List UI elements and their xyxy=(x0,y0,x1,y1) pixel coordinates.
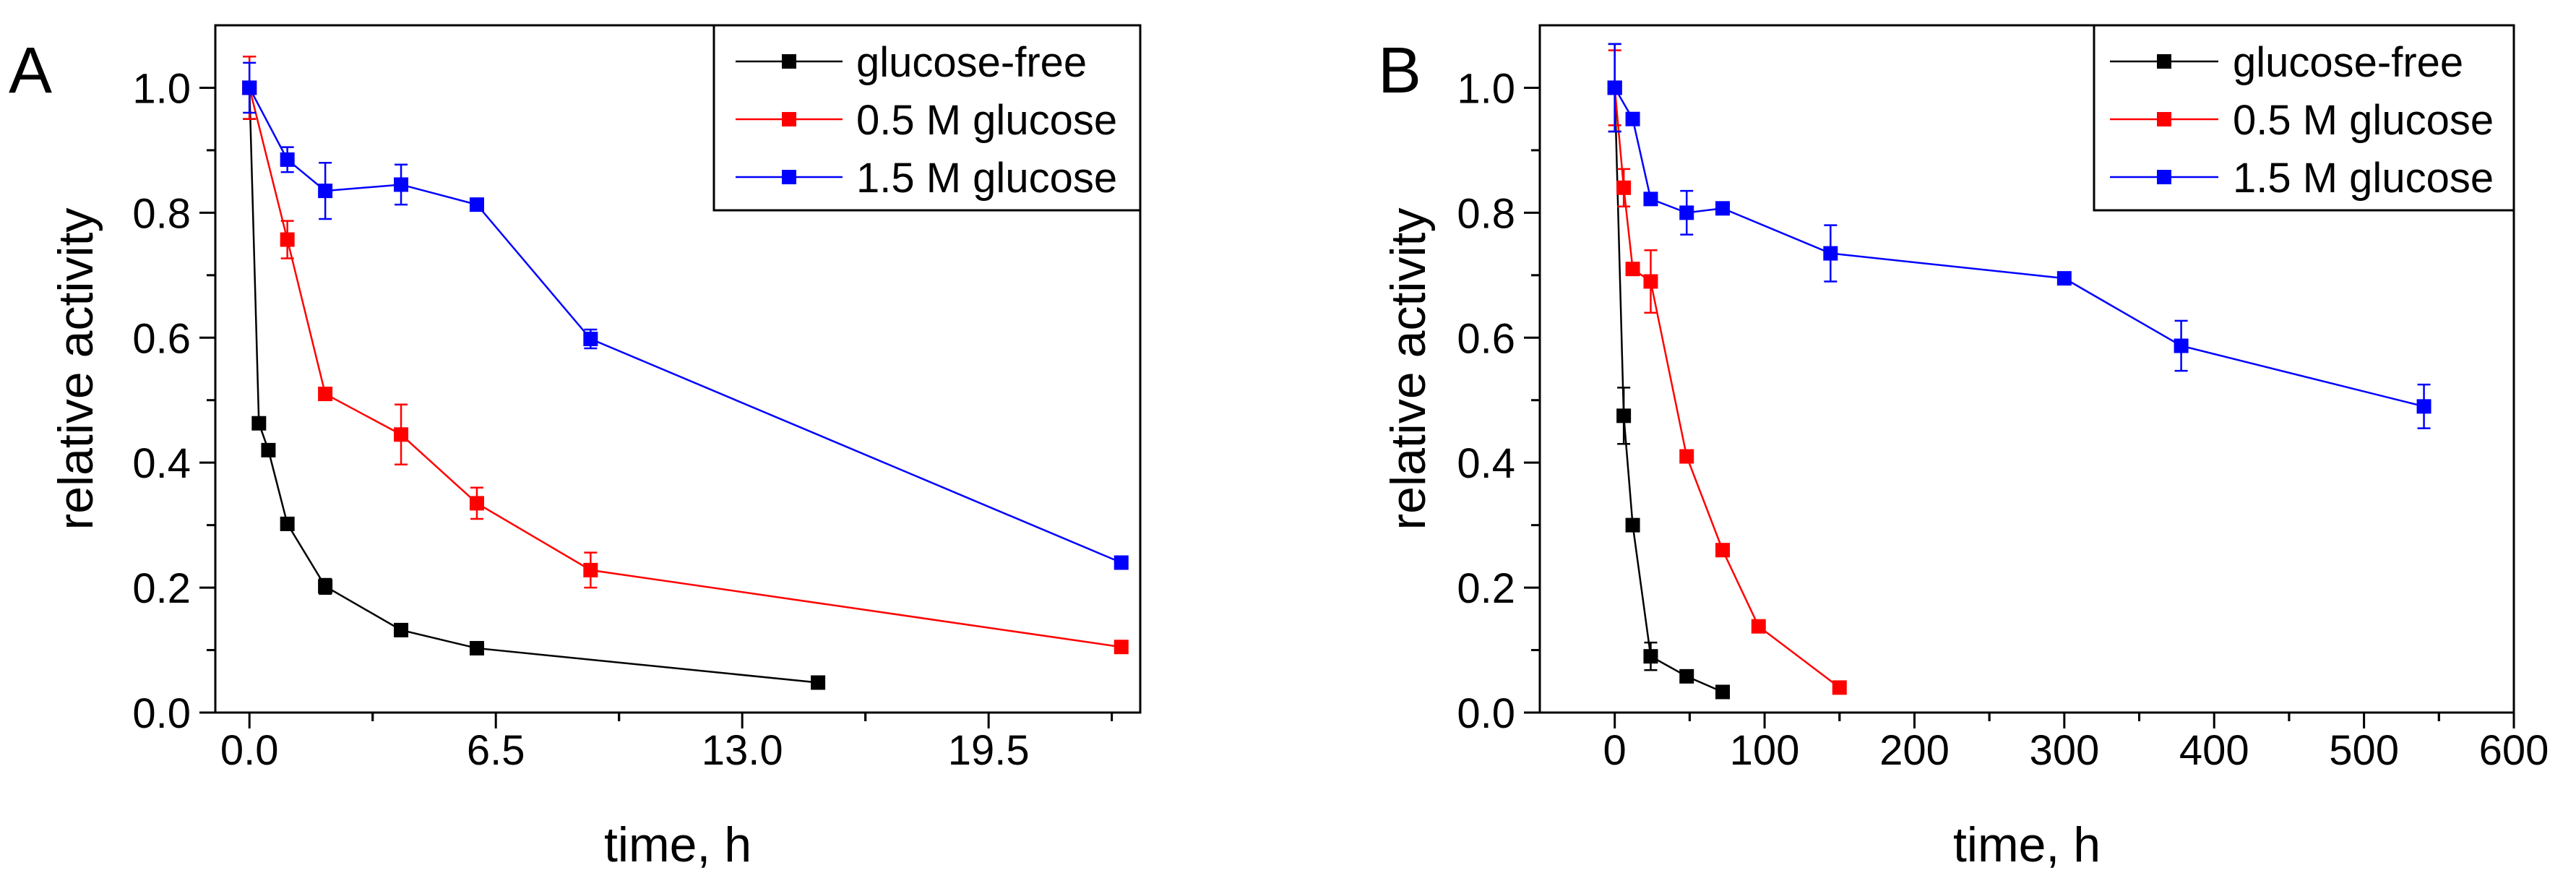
data-point xyxy=(583,332,598,347)
data-point xyxy=(318,579,333,594)
data-point xyxy=(583,562,598,577)
data-point xyxy=(469,496,484,511)
y-axis-title: relative activity xyxy=(48,208,103,530)
legend-marker xyxy=(2157,54,2171,69)
series-0-5-m-glucose xyxy=(242,55,1129,655)
data-point xyxy=(261,442,276,457)
legend-label: 1.5 M glucose xyxy=(856,155,1117,202)
data-point xyxy=(1643,192,1658,207)
series-line xyxy=(1614,87,1840,689)
x-tick-label: 300 xyxy=(2029,727,2099,774)
data-point xyxy=(469,197,484,212)
data-point xyxy=(251,416,267,431)
data-point xyxy=(280,152,295,167)
legend-label: glucose-free xyxy=(2233,39,2463,86)
legend-marker xyxy=(2157,112,2171,126)
legend-label: 0.5 M glucose xyxy=(856,97,1117,144)
x-axis-title: time, h xyxy=(604,817,751,872)
y-tick-label: 0.8 xyxy=(132,190,191,237)
y-tick-label: 0.0 xyxy=(1457,690,1515,737)
data-point xyxy=(469,640,484,655)
data-point xyxy=(1679,449,1694,464)
x-tick-label: 13.0 xyxy=(702,727,783,774)
series-1-5-m-glucose xyxy=(242,61,1129,570)
data-point xyxy=(1643,649,1658,664)
x-tick-label: 0 xyxy=(1603,727,1627,774)
data-point xyxy=(1113,640,1129,655)
legend-marker xyxy=(782,54,796,69)
data-point xyxy=(1625,517,1640,533)
legend-label: 0.5 M glucose xyxy=(2233,97,2494,144)
data-point xyxy=(318,387,333,402)
x-tick-label: 0.0 xyxy=(220,727,279,774)
data-point xyxy=(242,80,257,95)
legend-label: 1.5 M glucose xyxy=(2233,155,2494,202)
data-point xyxy=(811,675,826,690)
data-point xyxy=(1823,246,1838,261)
data-point xyxy=(2174,338,2189,353)
series-0-5-m-glucose xyxy=(1607,49,1847,695)
series-line xyxy=(1614,87,1723,693)
y-tick-label: 1.0 xyxy=(132,65,191,112)
data-point xyxy=(1113,555,1129,570)
x-tick-label: 600 xyxy=(2479,727,2549,774)
data-point xyxy=(2416,399,2431,414)
data-point xyxy=(1625,262,1640,277)
panel-b: 0.0 0.2 0.4 0.6 0.8 1.0 0 100 200 300 400 500 600 rel… xyxy=(1378,24,2549,872)
plot-frame xyxy=(1538,24,2515,714)
data-point xyxy=(318,184,333,199)
x-axis-title: time, h xyxy=(1953,817,2101,872)
data-point xyxy=(1616,180,1632,195)
data-point xyxy=(1715,201,1731,216)
data-point xyxy=(1643,274,1658,289)
legend-label: glucose-free xyxy=(856,39,1087,86)
legend: glucose-free 0.5 M glucose 1.5 M glucose xyxy=(712,24,1142,212)
data-point xyxy=(1616,408,1632,423)
legend-marker xyxy=(782,170,796,184)
data-point xyxy=(1625,111,1640,126)
x-tick-label: 19.5 xyxy=(948,727,1030,774)
data-point xyxy=(1607,80,1622,95)
data-point xyxy=(1715,543,1731,558)
panel-a: 0.0 0.2 0.4 0.6 0.8 1.0 0.0 6.5 13.0 19.5 relative… xyxy=(9,24,1142,872)
x-tick-label: 6.5 xyxy=(467,727,525,774)
x-tick-label: 200 xyxy=(1879,727,1950,774)
y-axis-title: relative activity xyxy=(1381,208,1436,530)
y-tick-label: 0.8 xyxy=(1457,190,1515,237)
y-tick-label: 0.2 xyxy=(1457,565,1515,612)
y-tick-label: 0.4 xyxy=(132,440,191,487)
data-point xyxy=(1832,680,1847,695)
data-point xyxy=(280,516,295,531)
legend: glucose-free 0.5 M glucose 1.5 M glucose xyxy=(2093,24,2515,212)
panel-label: A xyxy=(9,35,52,107)
legend-marker xyxy=(782,112,796,126)
data-point xyxy=(394,427,409,442)
series-1-5-m-glucose xyxy=(1607,43,2431,429)
data-point xyxy=(394,177,409,192)
panel-label: B xyxy=(1378,35,1421,107)
data-point xyxy=(280,232,295,247)
data-point xyxy=(2056,271,2072,286)
y-tick-label: 0.6 xyxy=(1457,315,1515,362)
x-tick-label: 400 xyxy=(2179,727,2249,774)
y-tick-label: 0.4 xyxy=(1457,440,1515,487)
y-tick-label: 0.2 xyxy=(132,565,191,612)
y-tick-label: 0.0 xyxy=(132,690,191,737)
plot-frame xyxy=(214,24,1142,714)
x-tick-label: 500 xyxy=(2329,727,2399,774)
legend-marker xyxy=(2157,170,2171,184)
data-point xyxy=(394,622,409,637)
y-tick-label: 0.6 xyxy=(132,315,191,362)
data-point xyxy=(1679,205,1694,220)
x-tick-label: 100 xyxy=(1730,727,1800,774)
data-point xyxy=(1751,619,1766,634)
data-point xyxy=(1715,684,1731,700)
y-tick-label: 1.0 xyxy=(1457,65,1515,112)
data-point xyxy=(1679,668,1694,684)
